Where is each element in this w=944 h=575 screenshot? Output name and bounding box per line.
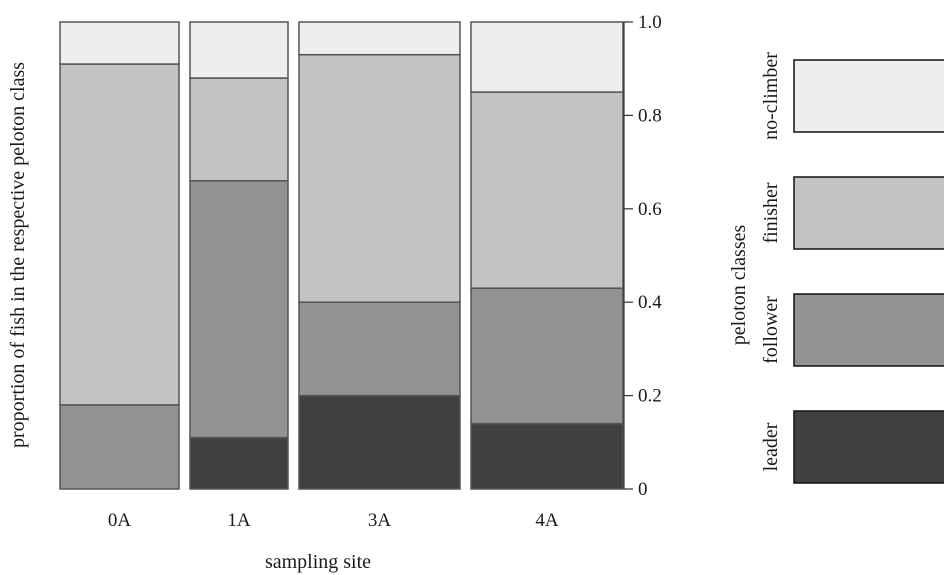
y-tick-label: 0.8 (638, 105, 662, 126)
y-tick-label: 0.4 (638, 292, 662, 313)
y-tick-label: 0.2 (638, 386, 662, 407)
y-axis: 0 0.2 0.4 0.6 0.8 1.0 (623, 12, 662, 500)
bar-1a-no-climber (189, 21, 289, 79)
legend-swatch-leader (793, 410, 944, 484)
legend-swatch-finisher (793, 176, 944, 250)
legend-label-no-climber: no-climber (760, 52, 782, 140)
bar-3a-leader (298, 394, 461, 490)
legend-label-follower: follower (760, 296, 782, 364)
bar-1a-follower (189, 180, 289, 439)
bars (59, 21, 624, 490)
y-tick-label: 1.0 (638, 12, 662, 33)
x-axis: 0A 1A 3A 4A (108, 510, 559, 531)
legend-label-finisher: finisher (760, 182, 782, 243)
bar-0a-finisher (59, 63, 180, 406)
bar-3a-follower (298, 301, 461, 397)
x-tick-label-0a: 0A (108, 510, 132, 531)
x-axis-title: sampling site (265, 551, 371, 573)
x-tick-label-3a: 3A (368, 510, 392, 531)
y-tick-label: 0.6 (638, 199, 662, 220)
bar-0a-follower (59, 404, 180, 490)
bar-3a-no-climber (298, 21, 461, 56)
bar-1a-leader (189, 436, 289, 490)
bar-4a-no-climber (470, 21, 624, 93)
legend-swatch-follower (793, 293, 944, 367)
legend-swatch-no-climber (793, 59, 944, 133)
bar-0a-no-climber (59, 21, 180, 65)
bar-3a-finisher (298, 53, 461, 303)
legend-label-leader: leader (760, 422, 782, 471)
bar-4a-follower (470, 287, 624, 425)
bar-4a-leader (470, 422, 624, 490)
x-tick-label-1a: 1A (227, 510, 251, 531)
y-axis-title: proportion of fish in the respective pel… (7, 62, 29, 448)
legend-title: peloton classes (728, 225, 750, 346)
y-tick-label: 0 (638, 479, 648, 500)
legend: no-climber finisher follower leader (760, 52, 944, 484)
bar-1a-finisher (189, 77, 289, 182)
bar-4a-finisher (470, 91, 624, 289)
x-tick-label-4a: 4A (535, 510, 559, 531)
